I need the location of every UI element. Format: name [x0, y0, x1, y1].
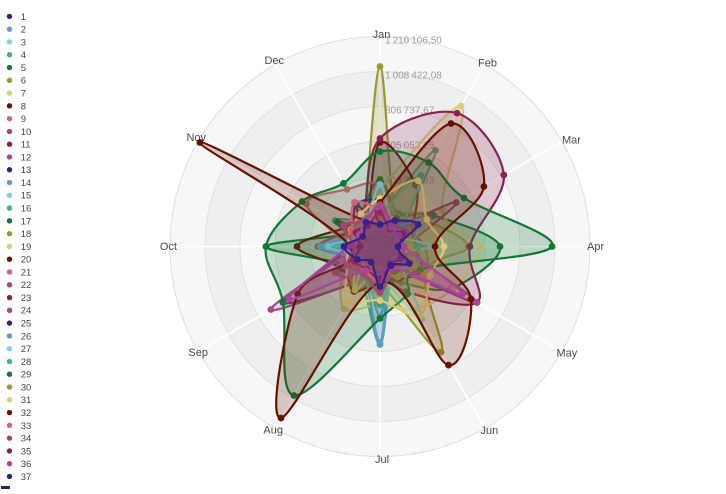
svg-text:27: 27: [21, 344, 32, 355]
svg-text:9: 9: [21, 114, 26, 125]
svg-text:34: 34: [21, 434, 32, 445]
svg-text:Oct: Oct: [160, 241, 177, 253]
svg-text:15: 15: [21, 191, 32, 202]
svg-text:806 737,67: 806 737,67: [385, 105, 435, 116]
svg-text:10: 10: [21, 127, 32, 138]
svg-text:Jun: Jun: [481, 425, 499, 437]
svg-text:Sep: Sep: [188, 347, 208, 359]
svg-text:14: 14: [21, 178, 32, 189]
svg-text:28: 28: [21, 357, 32, 368]
svg-text:33: 33: [21, 421, 32, 432]
svg-text:16: 16: [21, 204, 32, 215]
svg-text:36: 36: [21, 459, 32, 470]
svg-text:1 210 106,50: 1 210 106,50: [385, 35, 442, 46]
svg-text:8: 8: [21, 101, 26, 112]
svg-text:7: 7: [21, 88, 26, 99]
svg-text:32: 32: [21, 408, 32, 419]
svg-text:605 053,25: 605 053,25: [385, 140, 435, 151]
svg-text:12: 12: [21, 152, 32, 163]
svg-text:Dec: Dec: [264, 55, 284, 67]
svg-text:11: 11: [21, 140, 31, 151]
svg-text:22: 22: [21, 280, 32, 291]
svg-text:21: 21: [21, 267, 32, 278]
svg-text:13: 13: [21, 165, 32, 176]
svg-text:25: 25: [21, 319, 32, 330]
svg-text:26: 26: [21, 331, 32, 342]
svg-text:37: 37: [21, 472, 32, 483]
svg-text:35: 35: [21, 446, 32, 457]
svg-text:31: 31: [21, 395, 32, 406]
svg-text:Jul: Jul: [375, 454, 389, 466]
svg-text:29: 29: [21, 370, 32, 381]
svg-text:Nov: Nov: [186, 132, 206, 144]
svg-text:Mar: Mar: [562, 135, 581, 147]
svg-text:23: 23: [21, 293, 32, 304]
svg-text:1 008 422,08: 1 008 422,08: [385, 70, 442, 81]
svg-text:5: 5: [21, 63, 26, 74]
svg-text:17: 17: [21, 216, 32, 227]
svg-text:6: 6: [21, 76, 26, 87]
svg-text:4: 4: [21, 50, 26, 61]
svg-text:30: 30: [21, 382, 32, 393]
svg-text:1: 1: [21, 12, 26, 23]
svg-text:Aug: Aug: [263, 425, 283, 437]
svg-text:Apr: Apr: [587, 241, 604, 253]
svg-text:2: 2: [21, 25, 26, 36]
svg-text:Feb: Feb: [478, 58, 497, 70]
svg-text:3: 3: [21, 37, 26, 48]
svg-text:24: 24: [21, 306, 32, 317]
svg-text:18: 18: [21, 229, 32, 240]
svg-text:May: May: [557, 348, 578, 360]
svg-text:19: 19: [21, 242, 32, 253]
svg-text:Jan: Jan: [373, 29, 391, 41]
svg-text:20: 20: [21, 255, 32, 266]
